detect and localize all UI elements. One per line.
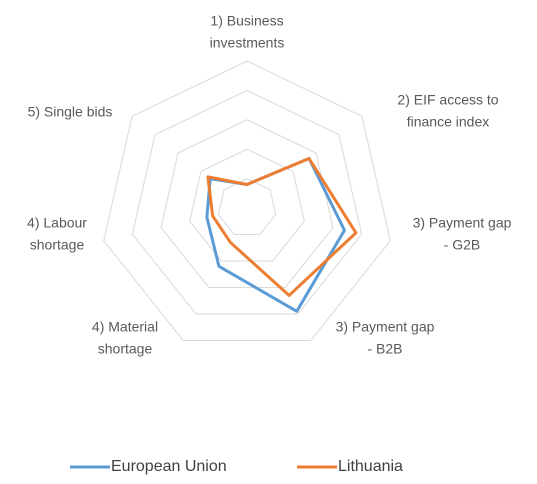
axis-label: 4) Labour — [27, 215, 87, 231]
grid-ring — [189, 148, 305, 262]
axis-label: investments — [210, 35, 285, 51]
axis-label: 3) Payment gap — [413, 215, 512, 231]
axis-label: 5) Single bids — [28, 104, 113, 120]
grid-ring — [131, 89, 363, 315]
axis-label: - B2B — [367, 341, 402, 357]
axis-label: - G2B — [444, 237, 481, 253]
grid-ring — [103, 60, 391, 341]
grid-ring — [217, 178, 277, 235]
axis-label: 4) Material — [92, 319, 158, 335]
legend-label: European Union — [111, 458, 227, 475]
axis-label: 1) Business — [210, 13, 283, 29]
axis-label: shortage — [98, 341, 153, 357]
series-line — [206, 157, 358, 297]
grid-ring — [160, 119, 334, 288]
axis-label: 3) Payment gap — [336, 319, 435, 335]
axis-label: shortage — [30, 237, 85, 253]
legend-label: Lithuania — [338, 458, 403, 475]
axis-label: 2) EIF access to — [397, 92, 498, 108]
axis-label: finance index — [407, 114, 490, 130]
